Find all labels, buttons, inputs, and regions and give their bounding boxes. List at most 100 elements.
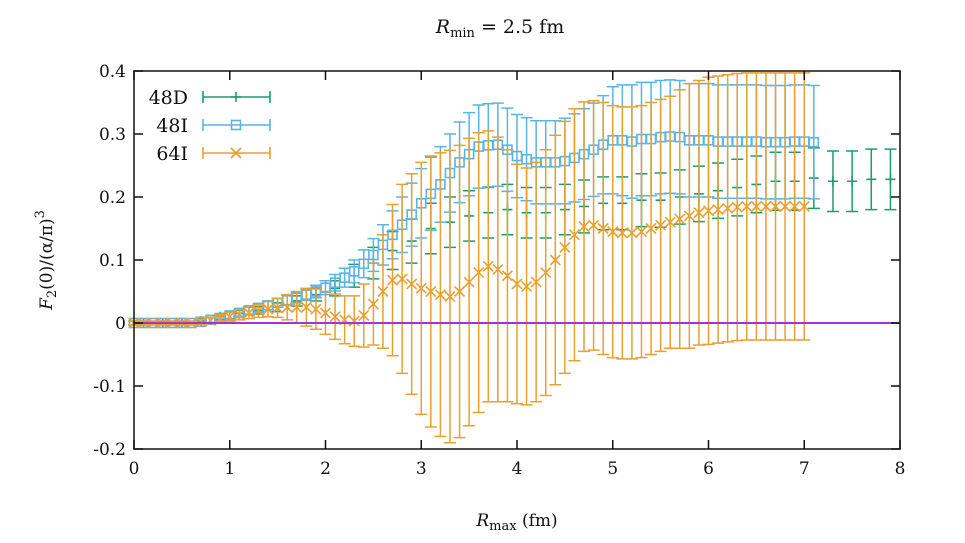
data-point xyxy=(769,72,782,341)
marker-cross xyxy=(358,309,370,322)
marker-plus xyxy=(847,176,858,187)
marker-cross xyxy=(252,305,265,317)
data-point xyxy=(606,104,619,359)
legend-label: 48I xyxy=(156,115,188,137)
data-point xyxy=(740,72,753,341)
data-point xyxy=(396,183,409,375)
marker-cross xyxy=(501,270,513,282)
error-bar xyxy=(807,84,820,200)
data-point xyxy=(530,161,543,403)
marker-cross xyxy=(655,219,667,231)
legend-swatch xyxy=(202,119,271,131)
marker-cross xyxy=(492,263,504,276)
error-bar xyxy=(357,249,370,279)
data-point xyxy=(434,152,447,438)
marker-cross xyxy=(779,200,791,213)
ticks-layer: 0 1 2 3 4 5 6 7 8 -0.2 -0.1 0 0.1 0.2 0.3 0.4 xyxy=(93,62,905,479)
marker-cross xyxy=(329,311,341,323)
data-point xyxy=(635,104,648,359)
data-point xyxy=(750,72,763,341)
data-point xyxy=(195,316,208,328)
y-tick-label: 0.1 xyxy=(99,251,126,271)
marker-cross xyxy=(319,307,332,319)
marker-cross xyxy=(396,273,408,285)
marker-cross xyxy=(224,311,236,323)
series-48I xyxy=(128,79,820,329)
legend-item: 48D xyxy=(149,87,271,109)
marker-cross xyxy=(702,205,715,217)
data-point xyxy=(692,79,705,346)
data-point xyxy=(319,290,332,336)
data-point xyxy=(357,283,370,348)
marker-cross xyxy=(664,216,676,228)
data-point xyxy=(482,130,495,403)
marker-cross xyxy=(367,298,379,310)
error-bar xyxy=(348,259,361,284)
marker-cross xyxy=(434,289,446,301)
marker-cross xyxy=(645,222,657,235)
legend-label: 64I xyxy=(156,143,188,165)
data-point xyxy=(846,150,859,213)
y-tick-label: -0.2 xyxy=(93,440,126,460)
marker-cross xyxy=(549,254,561,266)
marker-plus xyxy=(231,92,241,102)
data-point xyxy=(865,148,878,211)
data-point xyxy=(539,149,552,397)
marker-cross xyxy=(760,200,772,213)
data-point xyxy=(788,72,801,341)
data-point xyxy=(654,98,667,353)
marker-cross xyxy=(291,301,303,313)
data-point xyxy=(558,120,571,375)
legend-label: 48D xyxy=(149,87,188,109)
x-tick-label: 4 xyxy=(512,459,523,479)
data-point xyxy=(501,149,514,403)
marker-cross xyxy=(635,226,648,238)
x-axis-label: Rmax (fm) xyxy=(475,511,557,534)
data-point xyxy=(424,155,437,428)
data-point xyxy=(568,108,581,362)
marker-cross xyxy=(616,227,628,239)
ylabel-sub: 2 xyxy=(45,290,60,298)
x-tick-label: 1 xyxy=(224,459,235,479)
marker-cross xyxy=(607,226,619,238)
marker-cross xyxy=(348,315,360,327)
marker-square xyxy=(339,272,350,283)
data-point xyxy=(252,303,265,319)
marker-cross xyxy=(521,280,533,293)
marker-cross xyxy=(281,301,293,313)
marker-square xyxy=(348,266,360,277)
data-point xyxy=(376,234,389,349)
marker-cross xyxy=(540,267,552,279)
data-point xyxy=(367,262,380,346)
data-point xyxy=(712,75,725,344)
data-point xyxy=(549,134,562,386)
data-point xyxy=(453,144,466,439)
data-point xyxy=(673,89,686,349)
marker-cross xyxy=(597,222,609,235)
y-axis-label: F2(0)/(α/π)3 xyxy=(33,210,60,311)
error-bar xyxy=(338,267,351,288)
data-point xyxy=(520,167,533,406)
data-point xyxy=(779,72,792,341)
marker-square xyxy=(808,136,820,148)
marker-cross xyxy=(262,303,274,315)
x-tick-label: 0 xyxy=(129,459,140,479)
data-point xyxy=(233,309,246,321)
title-rest: = 2.5 fm xyxy=(475,16,564,38)
y-tick-label: 0.3 xyxy=(99,125,126,145)
y-tick-label: -0.1 xyxy=(93,377,126,397)
data-point xyxy=(472,131,485,414)
marker-cross xyxy=(300,301,312,313)
marker-plus xyxy=(827,176,838,187)
data-point xyxy=(826,150,839,213)
legend-item: 48I xyxy=(156,115,271,137)
marker-cross xyxy=(243,307,255,319)
data-point xyxy=(511,163,523,405)
data-point xyxy=(625,106,638,360)
marker-cross xyxy=(578,221,590,233)
series-64I xyxy=(128,72,811,444)
data-point xyxy=(807,84,820,200)
marker-square xyxy=(230,119,242,131)
marker-cross xyxy=(683,210,695,222)
